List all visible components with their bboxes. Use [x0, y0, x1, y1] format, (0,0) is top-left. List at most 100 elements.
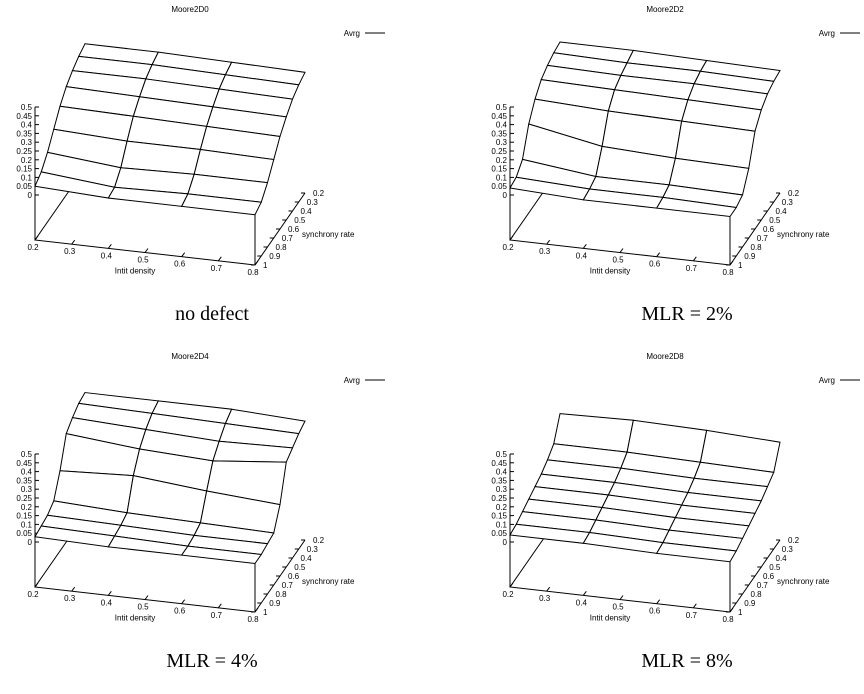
x-tick-label: 0.2 [27, 243, 39, 252]
z-tick-label: 0.4 [21, 121, 33, 130]
x-tick-label: 0.7 [211, 264, 223, 273]
x-tick-label: 0.2 [502, 590, 514, 599]
x-tick [144, 248, 149, 253]
x-tick [619, 595, 624, 600]
z-tick-label: 0.35 [16, 476, 32, 485]
z-tick-label: 0.4 [496, 121, 508, 130]
z-tick-label: 0 [503, 191, 508, 200]
z-tick-label: 0.5 [496, 450, 508, 459]
z-tick-label: 0.3 [21, 138, 33, 147]
x-tick-label: 0.3 [64, 594, 76, 603]
z-tick-label: 0.05 [16, 182, 32, 191]
y-tick-label: 0.2 [313, 536, 325, 545]
legend-label: Avrg [344, 376, 360, 385]
x-tick-label: 0.7 [211, 611, 223, 620]
legend-label: Avrg [819, 29, 835, 38]
y-tick-label: 0.5 [769, 216, 781, 225]
x-tick [546, 586, 551, 592]
y-tick-label: 0.2 [788, 536, 800, 545]
z-tick-label: 0.45 [491, 112, 507, 121]
caption: MLR = 2% [641, 303, 732, 325]
x-tick-label: 0.6 [649, 607, 661, 616]
y-tick-label: 0.7 [282, 234, 294, 243]
z-tick-label: 0.05 [16, 529, 32, 538]
x-tick [656, 599, 661, 604]
y-tick-label: 1 [263, 608, 268, 617]
y-tick-label: 0.6 [763, 225, 775, 234]
y-tick-label: 0.8 [276, 243, 288, 252]
x-tick-label: 0.4 [101, 598, 113, 607]
y-tick-label: 0.7 [282, 581, 294, 590]
z-tick-label: 0.5 [21, 103, 33, 112]
x-tick [181, 599, 186, 604]
z-tick-label: 0.35 [491, 129, 507, 138]
z-tick-label: 0.2 [496, 156, 508, 165]
x-tick-label: 0.5 [137, 603, 149, 612]
x-tick [582, 244, 587, 249]
x-tick-label: 0.5 [137, 256, 149, 265]
legend-label: Avrg [819, 376, 835, 385]
x-tick-label: 0.4 [576, 598, 588, 607]
y-axis-label: synchrony rate [302, 577, 355, 586]
z-tick-label: 0.45 [491, 459, 507, 468]
x-tick [144, 595, 149, 600]
x-tick [692, 256, 697, 262]
z-tick-label: 0.35 [491, 476, 507, 485]
y-tick-label: 1 [738, 608, 743, 617]
x-tick-label: 0.7 [686, 611, 698, 620]
y-axis-label: synchrony rate [777, 230, 830, 239]
x-tick-label: 0.4 [101, 251, 113, 260]
z-tick-label: 0.15 [16, 512, 32, 521]
z-tick-label: 0.25 [491, 494, 507, 503]
z-tick-label: 0.1 [21, 173, 33, 182]
x-tick-label: 0.4 [576, 251, 588, 260]
z-tick-label: 0 [28, 538, 33, 547]
y-tick-label: 0.5 [294, 563, 306, 572]
x-axis-label: Intit density [115, 267, 155, 276]
y-tick-label: 0.9 [269, 599, 281, 608]
x-tick [71, 586, 76, 592]
x-tick-label: 0.2 [27, 590, 39, 599]
x-tick [181, 252, 186, 257]
y-tick-label: 0.3 [782, 198, 794, 207]
x-tick [692, 603, 697, 609]
chart-title: Moore2D8 [646, 352, 684, 361]
x-tick [71, 239, 76, 245]
x-axis-label: Intit density [590, 614, 630, 623]
x-tick [656, 252, 661, 257]
x-tick-label: 0.8 [722, 268, 734, 277]
y-tick-label: 0.9 [269, 252, 281, 261]
x-axis-label: Intit density [590, 267, 630, 276]
z-tick-label: 0.5 [496, 103, 508, 112]
z-tick-label: 0.2 [21, 156, 33, 165]
chart-title: Moore2D4 [171, 352, 209, 361]
x-tick [107, 244, 112, 249]
z-tick-label: 0.3 [496, 485, 508, 494]
y-tick-label: 0.6 [288, 225, 300, 234]
x-tick-label: 0.8 [247, 268, 259, 277]
chart-title: Moore2D2 [646, 5, 684, 14]
y-tick-label: 0.7 [757, 581, 769, 590]
y-tick-label: 0.5 [769, 563, 781, 572]
y-tick-label: 0.4 [301, 554, 313, 563]
x-axis-label: Intit density [115, 614, 155, 623]
y-tick-label: 0.3 [307, 545, 319, 554]
z-tick-label: 0.15 [491, 512, 507, 521]
y-tick-label: 0.6 [763, 572, 775, 581]
y-axis-label: synchrony rate [302, 230, 355, 239]
x-tick [217, 603, 222, 609]
y-tick-label: 0.7 [757, 234, 769, 243]
x-tick [217, 256, 222, 262]
y-tick-label: 0.4 [776, 207, 788, 216]
z-tick-label: 0.1 [21, 520, 33, 529]
z-tick-label: 0.5 [21, 450, 33, 459]
x-tick-label: 0.8 [722, 615, 734, 624]
z-tick-label: 0 [503, 538, 508, 547]
y-tick-label: 0.8 [751, 243, 763, 252]
x-tick [546, 239, 551, 245]
y-tick-label: 0.6 [288, 572, 300, 581]
z-tick-label: 0.15 [491, 165, 507, 174]
y-tick-label: 0.8 [276, 590, 288, 599]
y-tick-label: 0.9 [744, 599, 756, 608]
